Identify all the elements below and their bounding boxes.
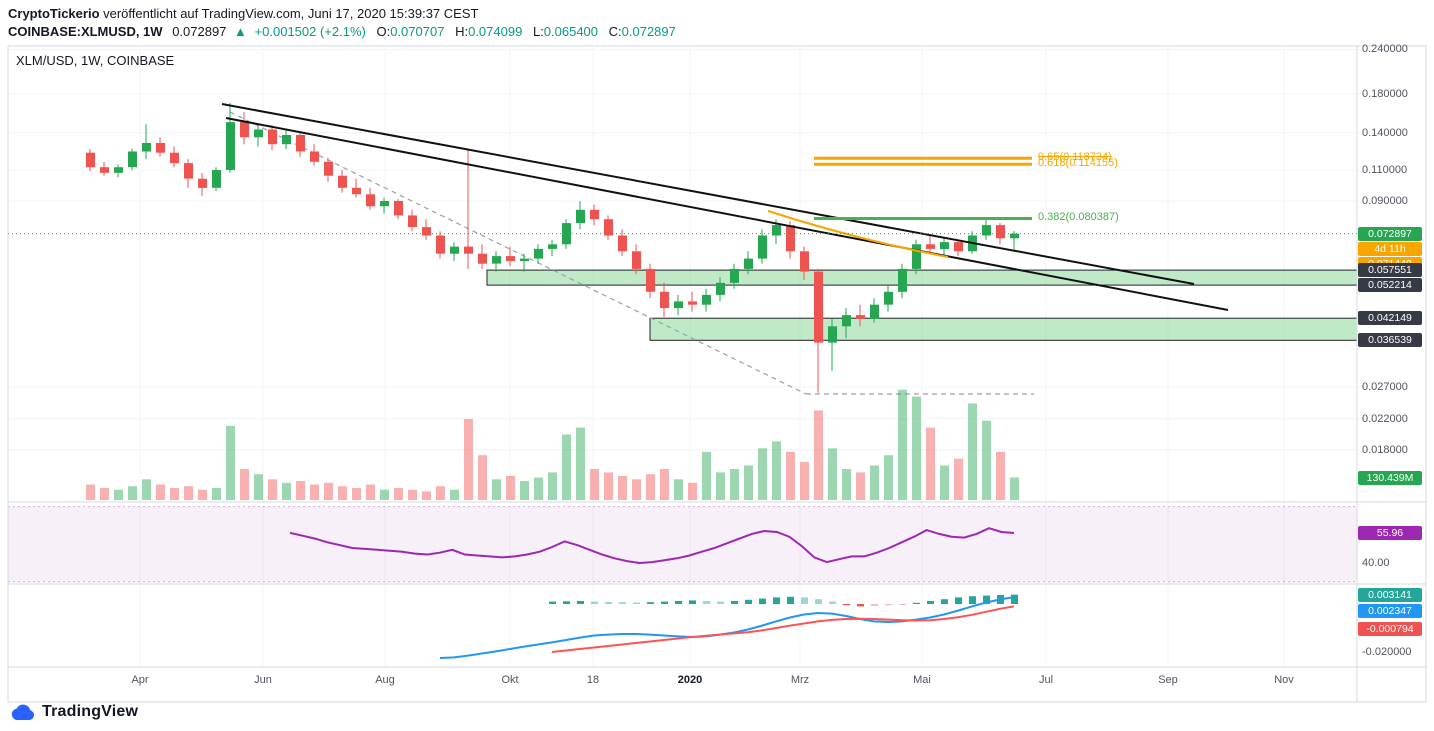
author-name: CryptoTickerio	[8, 6, 100, 21]
close-label: C:	[608, 24, 622, 39]
publish-header: CryptoTickerio veröffentlicht auf Tradin…	[8, 6, 478, 21]
open-label: O:	[376, 24, 391, 39]
open-value: 0.070707	[390, 24, 445, 39]
price-scale[interactable]	[1357, 46, 1426, 702]
time-scale[interactable]	[8, 667, 1357, 702]
tradingview-logo[interactable]: TradingView	[10, 703, 138, 721]
cloud-icon	[11, 704, 35, 720]
brand-name: TradingView	[42, 703, 139, 720]
high-label: H:	[455, 24, 469, 39]
pane-separator-rsi-macd[interactable]	[8, 581, 1357, 587]
pane-separator-volume-rsi[interactable]	[8, 499, 1357, 505]
price-change: +0.001502 (+2.1%)	[254, 24, 366, 39]
chart-legend[interactable]: XLM/USD, 1W, COINBASE	[16, 53, 175, 68]
high-value: 0.074099	[468, 24, 523, 39]
up-arrow-icon: ▲	[234, 24, 247, 39]
symbol-title: COINBASE:XLMUSD, 1W	[8, 24, 163, 39]
low-label: L:	[532, 24, 544, 39]
low-value: 0.065400	[543, 24, 599, 39]
last-price: 0.072897	[172, 24, 227, 39]
close-value: 0.072897	[621, 24, 676, 39]
publish-info: veröffentlicht auf TradingView.com, Juni…	[99, 6, 479, 21]
chart-area[interactable]	[8, 46, 1357, 667]
symbol-header: COINBASE:XLMUSD, 1W 0.072897 ▲ +0.001502…	[8, 24, 676, 39]
